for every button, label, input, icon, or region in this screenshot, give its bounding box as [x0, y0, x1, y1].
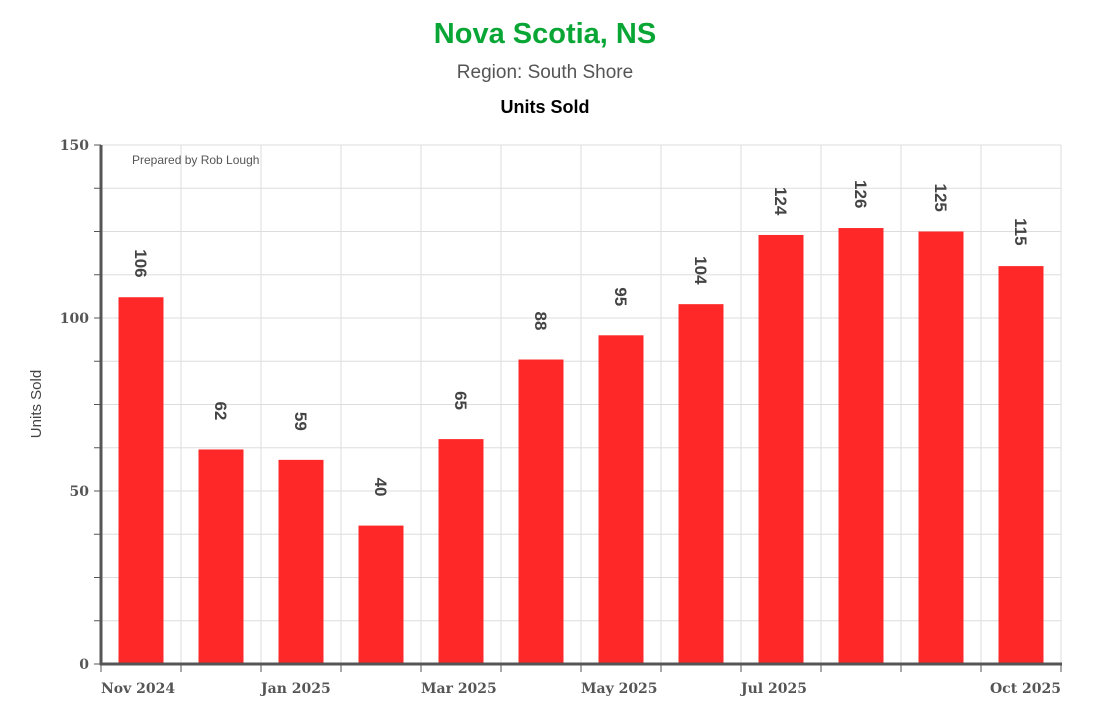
bar — [758, 234, 804, 664]
bar — [198, 449, 244, 664]
data-label: 62 — [211, 401, 230, 420]
bar — [438, 439, 484, 664]
chart-subtitle: Region: South Shore — [457, 62, 633, 83]
bar — [678, 304, 724, 664]
data-label: 88 — [531, 312, 550, 331]
data-label: 125 — [931, 184, 950, 212]
data-labels: 106 62 59 40 65 88 95 104 124 126 125 115 — [131, 180, 1030, 496]
y-tick-label: 150 — [60, 138, 89, 154]
x-tick-label: Oct 2025 — [990, 681, 1061, 697]
bar — [358, 525, 404, 664]
x-tick-label: Nov 2024 — [101, 681, 175, 697]
data-label: 106 — [131, 249, 150, 277]
y-tick-label: 50 — [70, 484, 90, 500]
x-tick-label: Jul 2025 — [739, 681, 807, 697]
axes: 0 50 100 150 Nov 2024 Jan 2025 Mar 2025 May 202… — [60, 138, 1062, 697]
bar — [278, 459, 324, 664]
data-label: 59 — [291, 412, 310, 431]
bar — [918, 231, 964, 664]
grid — [101, 144, 1062, 665]
bars — [118, 228, 1044, 665]
y-tick-label: 100 — [60, 311, 89, 327]
data-label: 124 — [771, 187, 790, 216]
chart-title: Nova Scotia, NS — [434, 18, 656, 50]
bar — [598, 335, 644, 664]
data-label: 95 — [611, 287, 630, 306]
data-label: 115 — [1011, 218, 1030, 245]
x-tick-label: May 2025 — [581, 681, 658, 697]
data-label: 65 — [451, 391, 470, 410]
x-tick-label: Jan 2025 — [259, 681, 331, 697]
data-label: 40 — [371, 478, 390, 497]
bar — [998, 266, 1044, 664]
data-label: 126 — [851, 180, 870, 208]
x-tick-label: Mar 2025 — [421, 681, 497, 697]
credit-text: Prepared by Rob Lough — [132, 153, 259, 167]
chart-heading: Units Sold — [501, 97, 590, 117]
data-label: 104 — [691, 256, 710, 285]
bar — [118, 297, 164, 664]
y-tick-label: 0 — [79, 657, 89, 673]
bar — [518, 359, 564, 664]
y-axis-label: Units Sold — [28, 370, 45, 438]
bar — [838, 228, 884, 665]
